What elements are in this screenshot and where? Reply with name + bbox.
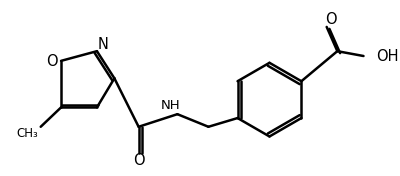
Text: O: O bbox=[133, 153, 144, 168]
Text: N: N bbox=[97, 37, 108, 52]
Text: CH₃: CH₃ bbox=[16, 127, 38, 140]
Text: OH: OH bbox=[376, 49, 399, 64]
Text: O: O bbox=[325, 12, 336, 27]
Text: O: O bbox=[46, 54, 58, 69]
Text: NH: NH bbox=[161, 99, 180, 112]
